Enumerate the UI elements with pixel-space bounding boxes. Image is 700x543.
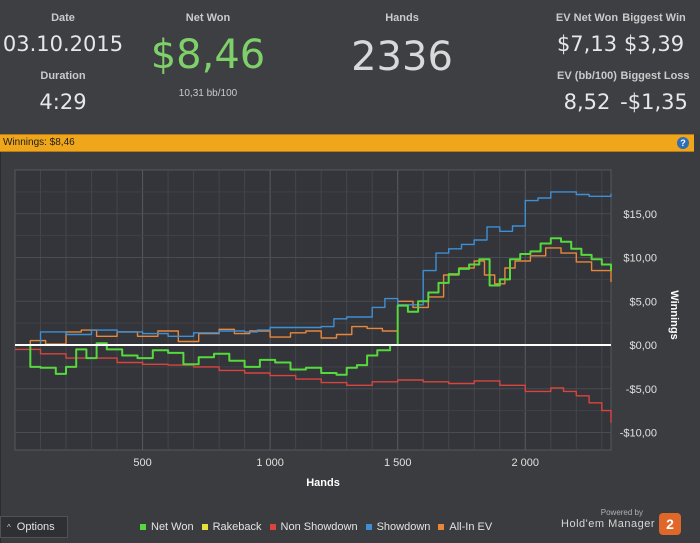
legend-swatch xyxy=(438,524,445,530)
biggest-loss-value: -$1,35 xyxy=(620,90,688,114)
y-axis-label: Winnings xyxy=(668,290,680,339)
legend-item[interactable]: Rakeback xyxy=(201,520,262,534)
options-button[interactable]: ^ Options xyxy=(0,516,68,538)
graph-title-bar: Winnings: $8,46 ? xyxy=(0,134,694,152)
biggest-loss-label: Biggest Loss xyxy=(620,70,690,82)
branding: Powered by Hold'em Manager 2 xyxy=(555,508,685,538)
legend-label: Rakeback xyxy=(212,521,262,533)
duration-label: Duration xyxy=(40,70,86,82)
plot-area xyxy=(14,169,612,451)
chart-legend: Net Won Rakeback Non Showdown Showdown All-I… xyxy=(140,520,492,534)
y-tick-label: -$10,00 xyxy=(620,428,657,440)
legend-swatch xyxy=(140,524,146,530)
legend-label: All-In EV xyxy=(449,521,493,533)
legend-swatch xyxy=(269,524,276,530)
hands-value: 2336 xyxy=(351,34,453,80)
duration-value: 4:29 xyxy=(39,90,87,114)
x-tick-label: 2 000 xyxy=(512,457,540,469)
winnings-title: Winnings: $8,46 xyxy=(3,137,75,148)
chevron-up-icon: ^ xyxy=(7,523,11,532)
x-tick-label: 1 500 xyxy=(384,457,412,469)
brand-name: Hold'em Manager xyxy=(561,518,655,530)
biggest-win-value: $3,39 xyxy=(623,32,685,56)
hands-label: Hands xyxy=(385,12,419,24)
winnings-chart-svg: 500 1 000 1 500 2 000 $15,00 $10,00 $5,00 $0,00… xyxy=(14,169,680,489)
ev-net-won-value: $7,13 xyxy=(556,32,618,56)
date-label: Date xyxy=(51,12,75,24)
question-icon[interactable]: ? xyxy=(677,137,689,149)
series-line-non-showdown xyxy=(15,348,612,423)
session-summary: Date 03.10.2015 Duration 4:29 Net Won $8… xyxy=(0,0,700,134)
net-won-bb100: 10,31 bb/100 xyxy=(178,88,238,99)
ev-bb100-value: 8,52 xyxy=(563,90,611,114)
y-tick-label: $0,00 xyxy=(629,340,657,352)
legend-label: Non Showdown xyxy=(280,521,358,533)
legend-item[interactable]: Non Showdown xyxy=(269,520,358,534)
net-won-value: $8,46 xyxy=(150,32,266,78)
net-won-label: Net Won xyxy=(185,12,231,24)
legend-swatch xyxy=(201,524,208,530)
legend-label: Net Won xyxy=(151,521,194,533)
y-tick-label: $15,00 xyxy=(623,209,657,221)
y-tick-label: $5,00 xyxy=(629,296,657,308)
date-value: 03.10.2015 xyxy=(2,32,124,56)
powered-by-text: Powered by xyxy=(600,508,643,517)
brand-logo-icon: 2 xyxy=(659,513,681,535)
biggest-win-label: Biggest Win xyxy=(622,12,686,24)
x-tick-label: 1 000 xyxy=(256,457,284,469)
series-line-net-won xyxy=(15,237,612,376)
legend-label: Showdown xyxy=(376,521,431,533)
legend-item[interactable]: All-In EV xyxy=(438,520,492,534)
ev-net-won-label: EV Net Won xyxy=(555,12,619,24)
legend-item[interactable]: Net Won xyxy=(140,520,194,534)
series-line-showdown xyxy=(15,191,612,346)
legend-item[interactable]: Showdown xyxy=(365,520,431,534)
x-axis-label: Hands xyxy=(306,477,340,489)
y-tick-label: -$5,00 xyxy=(626,384,657,396)
y-tick-label: $10,00 xyxy=(623,253,657,265)
x-tick-label: 500 xyxy=(133,457,151,469)
winnings-graph: 500 1 000 1 500 2 000 $15,00 $10,00 $5,00 $0,00… xyxy=(0,152,694,543)
options-label: Options xyxy=(16,521,55,533)
legend-swatch xyxy=(365,524,372,530)
ev-bb100-label: EV (bb/100) xyxy=(557,70,617,82)
